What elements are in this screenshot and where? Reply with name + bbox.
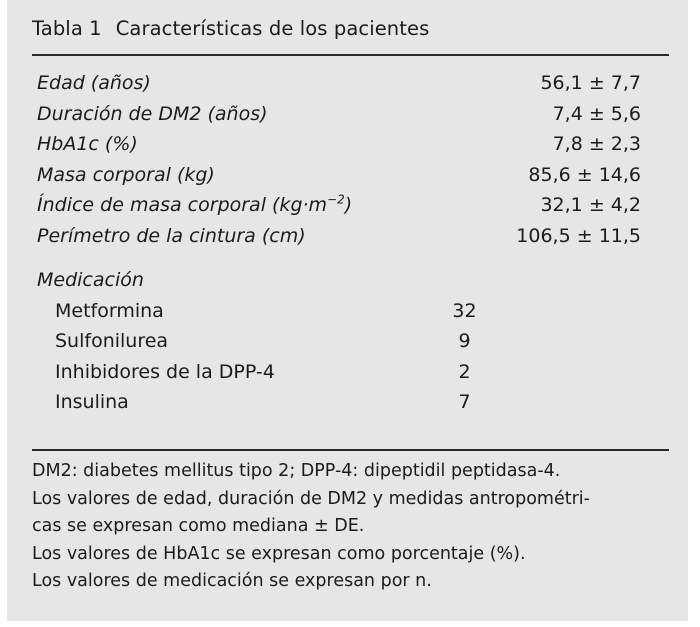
footnote-line: Los valores de edad, duración de DM2 y m… xyxy=(32,488,590,509)
row-value-metformina: 32 xyxy=(452,299,477,322)
row-value-edad: 56,1 ± 7,7 xyxy=(540,72,641,94)
row-label-medicacion: Medicación xyxy=(37,269,144,291)
table-footnotes: DM2: diabetes mellitus tipo 2; DPP-4: di… xyxy=(32,458,677,596)
table-row: Inhibidores de la DPP-4 2 xyxy=(7,361,688,392)
row-label-imc-superscript: −2 xyxy=(327,192,345,207)
row-label-imc-post: ) xyxy=(344,194,353,216)
footnote-line: cas se expresan como mediana ± DE. xyxy=(32,516,365,536)
table-row: Perímetro de la cintura (cm) 106,5 ± 11,… xyxy=(7,225,688,256)
row-label-imc: Índice de masa corporal (kg·m−2) xyxy=(37,194,352,216)
table-row: Masa corporal (kg) 85,6 ± 14,6 xyxy=(7,164,688,195)
table-row: Sulfonilurea 9 xyxy=(7,330,688,361)
row-value-perimetro-cintura: 106,5 ± 11,5 xyxy=(516,224,641,247)
row-value-insulina: 7 xyxy=(458,391,471,413)
medication-heading-row: Medicación xyxy=(7,269,688,300)
row-value-hba1c: 7,8 ± 2,3 xyxy=(552,133,641,155)
row-label-metformina: Metformina xyxy=(55,299,164,322)
table-row: HbA1c (%) 7,8 ± 2,3 xyxy=(7,133,688,164)
row-value-sulfonilurea: 9 xyxy=(458,330,471,352)
row-value-duracion-dm2: 7,4 ± 5,6 xyxy=(552,102,641,125)
row-label-perimetro-cintura: Perímetro de la cintura (cm) xyxy=(37,224,306,247)
table-caption: Tabla 1 Características de los pacientes xyxy=(32,17,429,40)
table-body: Edad (años) 56,1 ± 7,7 Duración de DM2 (… xyxy=(7,72,688,422)
row-label-edad: Edad (años) xyxy=(37,72,151,94)
row-label-inhibidores-dpp4: Inhibidores de la DPP-4 xyxy=(55,360,275,383)
table-row: Edad (años) 56,1 ± 7,7 xyxy=(7,72,688,103)
row-label-insulina: Insulina xyxy=(55,391,129,413)
table-row: Insulina 7 xyxy=(7,391,688,422)
table-row: Metformina 32 xyxy=(7,300,688,331)
footer-rule xyxy=(32,449,669,451)
row-label-imc-pre: Índice de masa corporal (kg·m xyxy=(37,194,328,216)
header-rule xyxy=(32,54,669,56)
row-label-masa-corporal: Masa corporal (kg) xyxy=(37,163,215,186)
row-label-hba1c: HbA1c (%) xyxy=(37,133,138,155)
row-label-sulfonilurea: Sulfonilurea xyxy=(55,330,169,352)
row-value-inhibidores-dpp4: 2 xyxy=(458,360,471,383)
row-label-duracion-dm2: Duración de DM2 (años) xyxy=(37,102,268,125)
footnote-line: Los valores de HbA1c se expresan como po… xyxy=(32,543,526,564)
table-number: Tabla 1 xyxy=(32,17,102,40)
table-title: Características de los pacientes xyxy=(115,17,430,40)
footnote-line: Los valores de medicación se expresan po… xyxy=(32,571,432,591)
row-value-masa-corporal: 85,6 ± 14,6 xyxy=(528,163,641,186)
footnote-line: DM2: diabetes mellitus tipo 2; DPP-4: di… xyxy=(32,461,561,481)
table-row: Duración de DM2 (años) 7,4 ± 5,6 xyxy=(7,103,688,134)
row-value-imc: 32,1 ± 4,2 xyxy=(540,194,641,216)
table-row: Índice de masa corporal (kg·m−2) 32,1 ± … xyxy=(7,194,688,225)
table-panel: Tabla 1 Características de los pacientes … xyxy=(7,0,688,621)
section-spacer xyxy=(7,255,688,269)
